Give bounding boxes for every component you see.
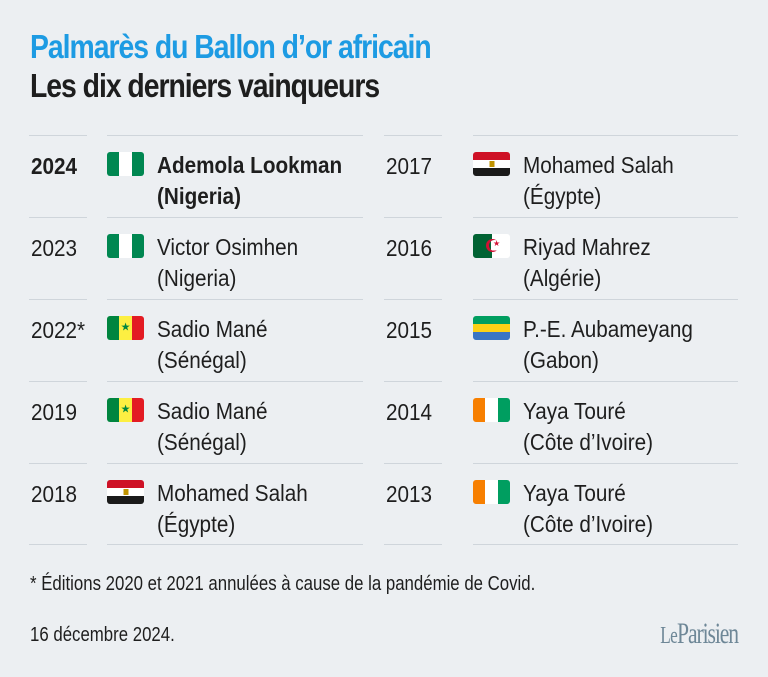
player-name: Victor Osimhen	[157, 234, 299, 260]
player-name: Mohamed Salah	[157, 480, 308, 506]
player-name: Sadio Mané	[157, 316, 268, 342]
divider	[384, 217, 442, 218]
divider	[473, 463, 738, 464]
player-country: (Algérie)	[523, 265, 602, 291]
player-name: P.-E. Aubameyang	[523, 316, 693, 342]
le-parisien-logo: LeParisien	[660, 617, 739, 653]
year: 2015	[386, 317, 433, 343]
nigeria-flag-icon	[107, 234, 144, 258]
player-name: Riyad Mahrez	[523, 234, 651, 260]
player-country: (Côte d’Ivoire)	[523, 429, 653, 455]
divider	[107, 544, 363, 545]
ivory-coast-flag-icon	[473, 480, 510, 504]
ivory-coast-flag-icon	[473, 398, 510, 422]
player-country: (Égypte)	[157, 511, 236, 537]
divider	[473, 299, 738, 300]
year: 2023	[31, 235, 78, 261]
divider	[29, 544, 87, 545]
player-country: (Égypte)	[523, 183, 602, 209]
year: 2016	[386, 235, 433, 261]
divider	[473, 544, 738, 545]
publication-date: 16 décembre 2024.	[30, 624, 175, 646]
divider	[384, 381, 442, 382]
player-name: Yaya Touré	[523, 398, 626, 424]
divider	[473, 135, 738, 136]
divider	[29, 217, 87, 218]
player-country: (Nigeria)	[157, 183, 241, 209]
divider	[29, 299, 87, 300]
divider	[473, 381, 738, 382]
footnote: * Éditions 2020 et 2021 annulées à cause…	[30, 573, 536, 595]
page-title: Palmarès du Ballon d’or africain	[30, 28, 432, 65]
year: 2014	[386, 399, 433, 425]
divider	[473, 217, 738, 218]
logo-le: Le	[660, 623, 678, 649]
gabon-flag-icon	[473, 316, 510, 340]
egypt-flag-icon	[107, 480, 144, 504]
player-name: Mohamed Salah	[523, 152, 674, 178]
player-country: (Sénégal)	[157, 347, 247, 373]
divider	[107, 135, 363, 136]
divider	[384, 463, 442, 464]
senegal-flag-icon: ★	[107, 316, 144, 340]
senegal-flag-icon: ★	[107, 398, 144, 422]
player-country: (Sénégal)	[157, 429, 247, 455]
nigeria-flag-icon	[107, 152, 144, 176]
player-name: Ademola Lookman	[157, 152, 343, 178]
year: 2024	[31, 153, 78, 179]
logo-parisien: Parisien	[677, 617, 739, 650]
divider	[384, 544, 442, 545]
player-country: (Gabon)	[523, 347, 599, 373]
egypt-flag-icon	[473, 152, 510, 176]
divider	[29, 135, 87, 136]
player-name: Yaya Touré	[523, 480, 626, 506]
player-country: (Côte d’Ivoire)	[523, 511, 653, 537]
page-subtitle: Les dix derniers vainqueurs	[30, 67, 380, 104]
divider	[29, 381, 87, 382]
player-country: (Nigeria)	[157, 265, 237, 291]
divider	[107, 217, 363, 218]
divider	[29, 463, 87, 464]
year: 2018	[31, 481, 78, 507]
player-name: Sadio Mané	[157, 398, 268, 424]
divider	[107, 463, 363, 464]
divider	[107, 381, 363, 382]
divider	[384, 299, 442, 300]
year: 2017	[386, 153, 433, 179]
year: 2013	[386, 481, 433, 507]
divider	[384, 135, 442, 136]
divider	[107, 299, 363, 300]
year: 2019	[31, 399, 78, 425]
algeria-flag-icon: ★	[473, 234, 510, 258]
year: 2022*	[31, 317, 86, 343]
